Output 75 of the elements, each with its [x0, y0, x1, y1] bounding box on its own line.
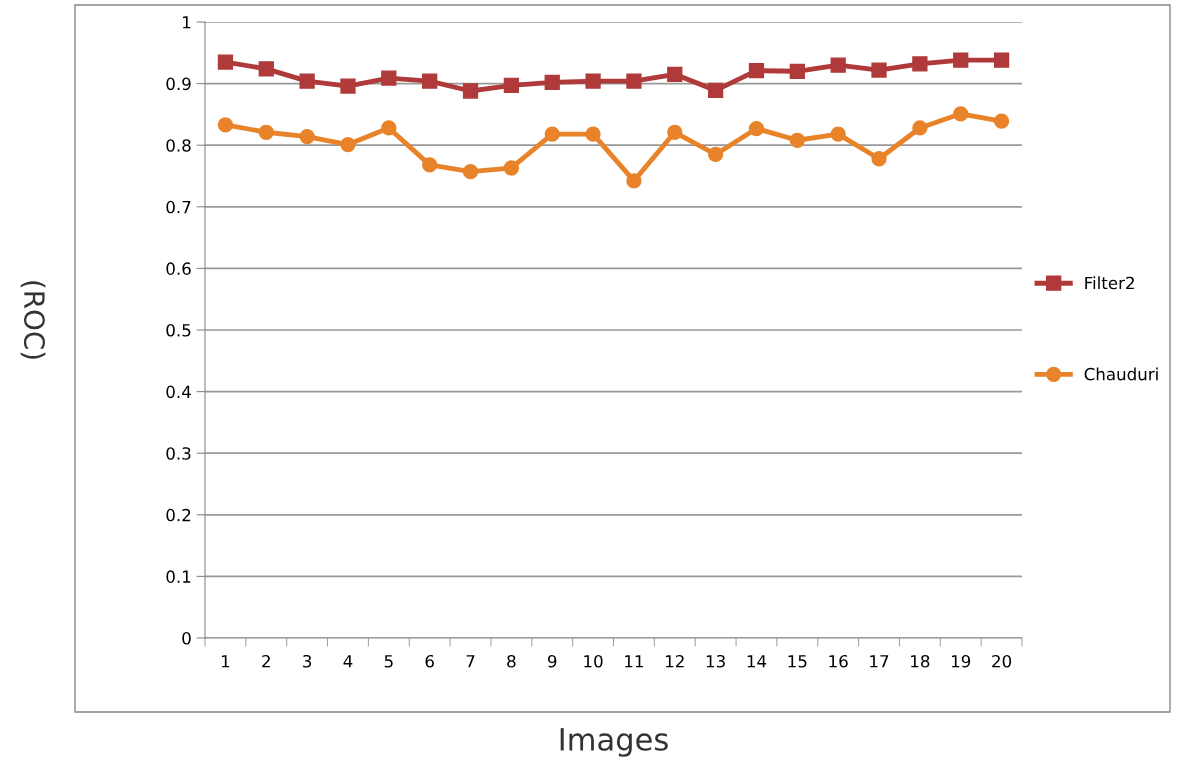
- point: [422, 73, 438, 89]
- x-tick-label: 5: [384, 655, 393, 668]
- y-tick-label: 0.8: [166, 139, 191, 152]
- point: [993, 52, 1010, 68]
- point: [707, 146, 724, 163]
- point: [626, 73, 642, 89]
- y-tick-label: 0.7: [166, 200, 191, 214]
- point: [789, 132, 805, 148]
- y-tick-label: 0.4: [166, 385, 191, 399]
- point: [667, 66, 683, 82]
- point: [667, 124, 683, 140]
- y-tick-label: 0.5: [166, 323, 191, 337]
- point: [340, 78, 356, 94]
- y-tick-label: 0.3: [166, 447, 191, 460]
- point: [626, 173, 642, 189]
- y-tick-label: 1: [183, 16, 191, 29]
- point: [585, 73, 601, 89]
- legend-label: Filter2: [1085, 276, 1134, 290]
- point: [912, 120, 928, 136]
- x-tick-label: 18: [911, 654, 930, 668]
- x-tick-label: 14: [747, 655, 767, 668]
- point: [503, 77, 520, 94]
- point: [748, 63, 765, 79]
- legend-label: Chauduri: [1084, 367, 1158, 381]
- point: [258, 61, 274, 77]
- x-tick-label: 8: [507, 654, 516, 668]
- x-tick-label: 10: [584, 654, 603, 668]
- x-tick-label: 12: [666, 654, 684, 668]
- point: [217, 54, 234, 70]
- point: [585, 126, 601, 142]
- x-tick-label: 4: [343, 655, 353, 668]
- point: [707, 82, 724, 99]
- point: [422, 157, 438, 173]
- y-tick-label: 0.6: [166, 262, 191, 275]
- point: [217, 117, 234, 133]
- point: [462, 83, 479, 99]
- point: [299, 73, 315, 89]
- point: [830, 126, 846, 142]
- y-tick-label: 0.1: [166, 570, 191, 583]
- point: [381, 70, 397, 86]
- point: [953, 106, 969, 122]
- y-tick-label: 0: [182, 631, 191, 645]
- point: [544, 74, 560, 91]
- x-axis-title: Images: [560, 728, 668, 757]
- point: [503, 160, 520, 176]
- point: [340, 136, 356, 153]
- y-axis-title: (ROC): [20, 281, 46, 359]
- y-tick-label: 0.9: [166, 77, 191, 91]
- point: [871, 151, 887, 167]
- x-tick-label: 9: [547, 654, 557, 668]
- x-tick-label: 2: [262, 654, 270, 668]
- point: [462, 164, 479, 180]
- x-tick-label: 1: [221, 655, 230, 668]
- x-tick-label: 16: [829, 654, 848, 668]
- x-tick-label: 3: [303, 654, 312, 668]
- point: [544, 126, 560, 142]
- point: [299, 128, 315, 145]
- point: [748, 120, 765, 137]
- x-tick-label: 19: [951, 654, 971, 668]
- point: [871, 62, 887, 78]
- x-tick-label: 15: [788, 655, 807, 668]
- x-tick-label: 20: [992, 654, 1012, 668]
- x-tick-label: 7: [466, 655, 475, 668]
- x-tick-label: 11: [625, 655, 643, 668]
- point: [830, 57, 846, 73]
- x-tick-label: 17: [870, 655, 889, 668]
- point: [258, 124, 274, 140]
- y-tick-label: 0.2: [166, 508, 191, 522]
- point: [789, 63, 805, 79]
- point: [381, 120, 397, 136]
- x-tick-label: 6: [425, 654, 434, 668]
- x-tick-label: 13: [706, 654, 725, 668]
- point: [953, 52, 969, 68]
- point: [993, 113, 1010, 129]
- point: [912, 56, 928, 72]
